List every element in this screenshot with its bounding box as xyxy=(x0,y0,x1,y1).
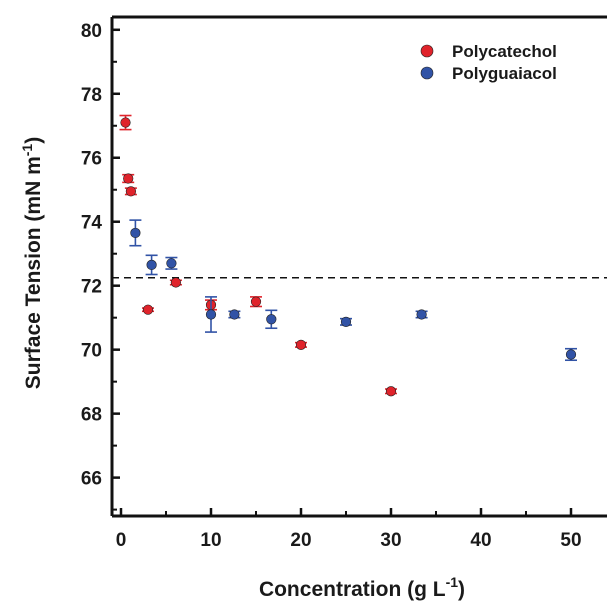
polyguaiacol-point-1 xyxy=(146,259,157,271)
polycatechol-point-1 xyxy=(123,173,134,184)
y-axis-title-sup: -1 xyxy=(19,144,35,157)
polycatechol-point-4 xyxy=(170,277,181,288)
x-axis-title-main: Concentration (g L xyxy=(259,578,446,601)
y-axis-title-tail: ) xyxy=(22,137,45,144)
plot-area: 66 68 70 72 74 76 78 80 0 10 20 30 40 50 xyxy=(81,15,607,551)
legend-marker-polyguaiacol xyxy=(420,66,434,80)
polycatechol-point-8 xyxy=(385,386,397,397)
y-tick-label-70: 70 xyxy=(81,341,102,362)
x-tick-label-40: 40 xyxy=(470,530,491,551)
y-tick-label-74: 74 xyxy=(81,213,103,234)
polyguaiacol-point-5 xyxy=(266,314,277,325)
x-axis-title-tail: ) xyxy=(458,578,465,601)
polycatechol-point-7 xyxy=(295,339,307,350)
legend-label-polycatechol: Polycatechol xyxy=(452,42,557,61)
x-tick-label-30: 30 xyxy=(380,530,401,551)
y-tick-label-72: 72 xyxy=(81,277,102,298)
x-tick-label-50: 50 xyxy=(560,530,581,551)
polyguaiacol-point-0 xyxy=(130,227,141,239)
polycatechol-point-2 xyxy=(125,186,136,197)
polyguaiacol-point-7 xyxy=(416,309,427,320)
x-tick-label-0: 0 xyxy=(116,530,127,551)
y-tick-label-80: 80 xyxy=(81,21,102,42)
polyguaiacol-point-6 xyxy=(340,316,352,327)
legend-label-polyguaiacol: Polyguaiacol xyxy=(452,64,557,83)
x-axis-title: Concentration (g L-1) xyxy=(259,574,465,601)
x-tick-label-20: 20 xyxy=(290,530,311,551)
y-tick-label-66: 66 xyxy=(81,469,102,490)
legend-marker-polycatechol xyxy=(420,44,434,58)
polyguaiacol-point-4 xyxy=(229,309,240,320)
y-axis-title: Surface Tension (mN m-1) xyxy=(19,137,45,389)
legend: Polycatechol Polyguaiacol xyxy=(420,42,557,83)
y-tick-label-76: 76 xyxy=(81,149,102,170)
x-axis-title-sup: -1 xyxy=(446,574,459,590)
y-axis-title-main: Surface Tension (mN m xyxy=(22,156,45,389)
y-tick-label-68: 68 xyxy=(81,405,102,426)
x-tick-label-10: 10 xyxy=(200,530,221,551)
polycatechol-point-6 xyxy=(250,296,262,307)
y-tick-label-78: 78 xyxy=(81,85,102,106)
polycatechol-point-3 xyxy=(142,304,154,315)
polycatechol-point-0 xyxy=(120,117,131,128)
polyguaiacol-point-2 xyxy=(166,258,177,269)
polyguaiacol-point-3 xyxy=(205,309,217,320)
polyguaiacol-point-8 xyxy=(565,349,577,360)
